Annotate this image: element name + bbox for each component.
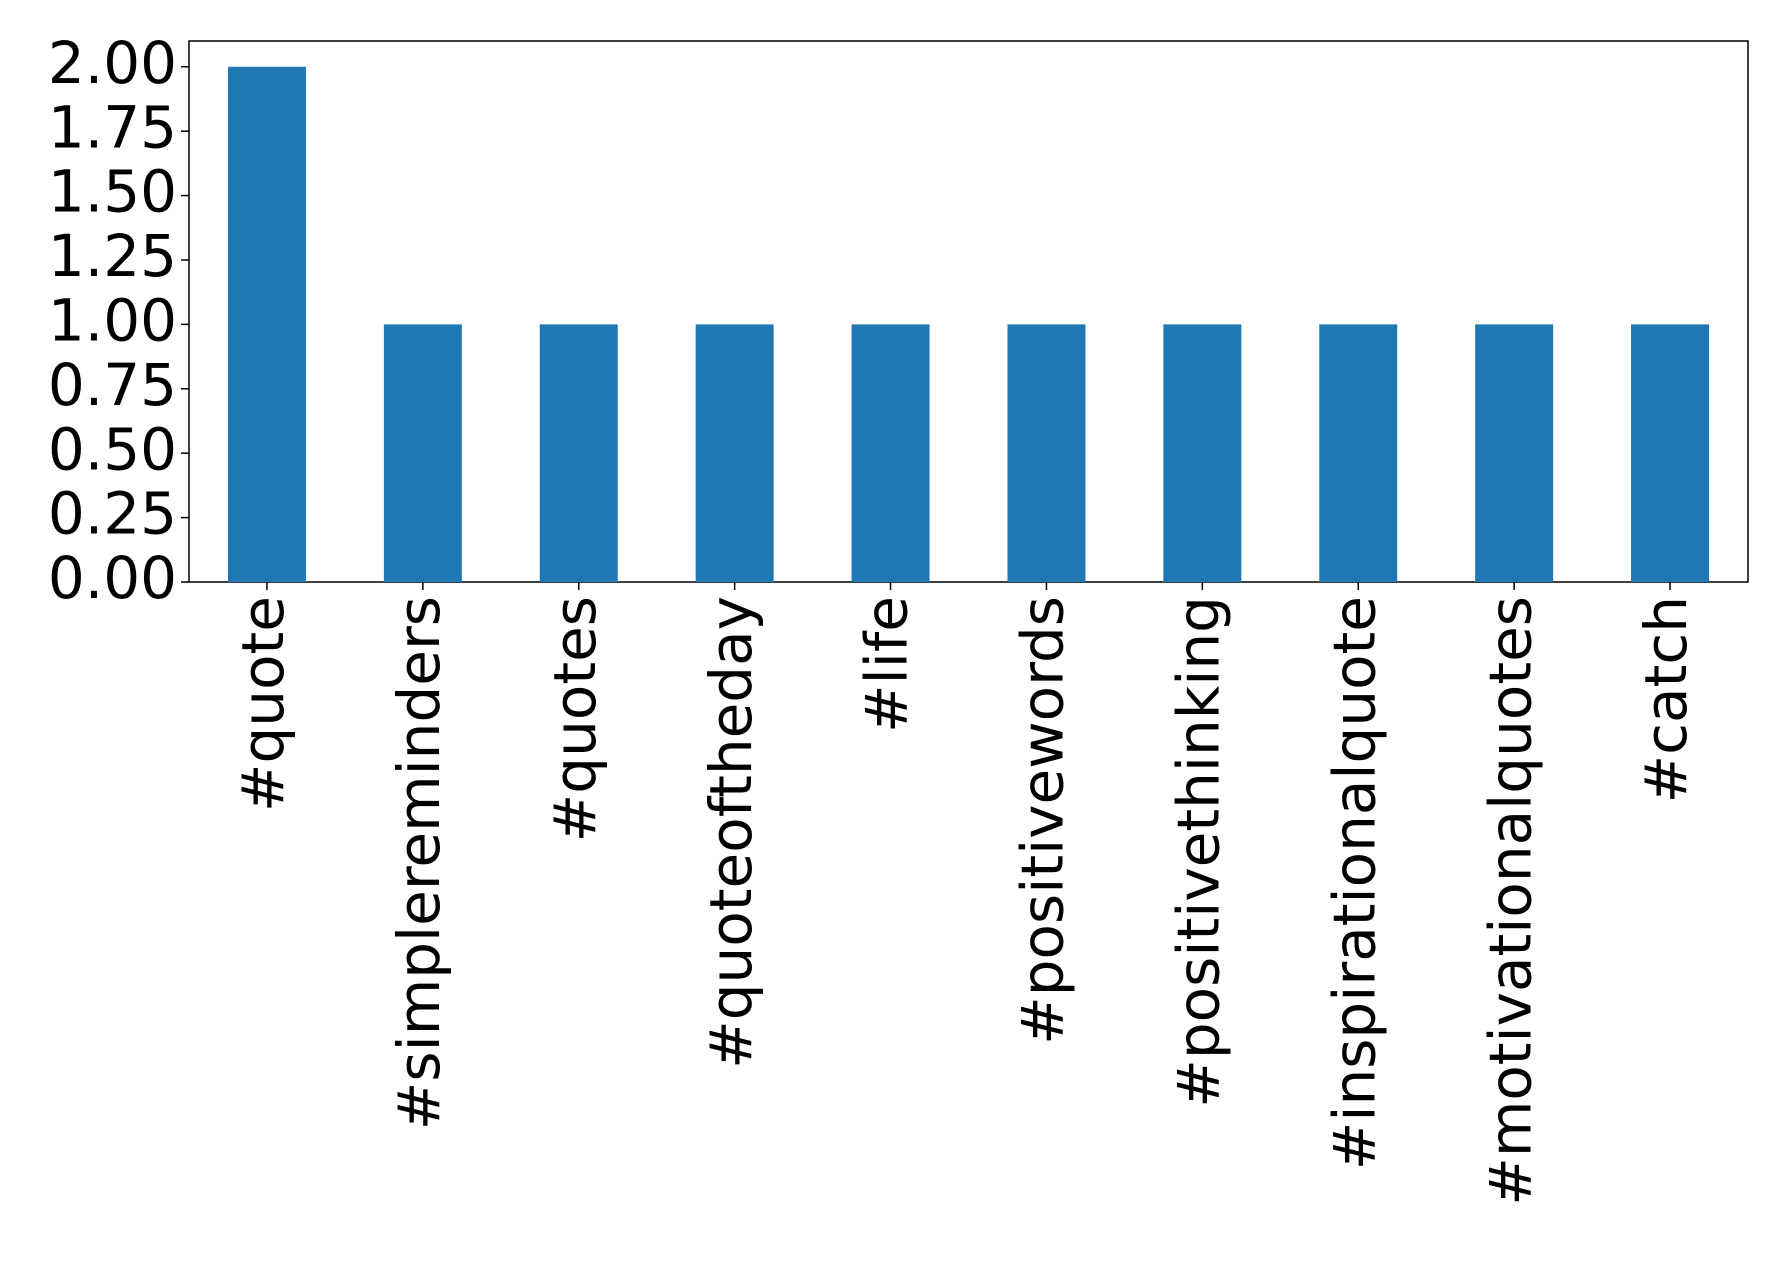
x-tick-label: #life [853,596,921,733]
x-tick-label: #quote [229,596,297,812]
x-tick-label: #positivewords [1009,596,1077,1045]
bar [851,324,930,582]
x-tick-label: #simplereminders [385,596,453,1130]
bar [1475,324,1554,582]
y-tick-label: 1.75 [48,93,177,161]
y-tick-label: 1.50 [48,158,177,226]
bar [1007,324,1086,582]
x-tick-label: #catch [1632,596,1700,803]
x-tick-label: #inspirationalquote [1320,596,1388,1170]
bar [383,324,462,582]
bar [1631,324,1710,582]
y-tick-label: 0.00 [48,544,177,612]
x-tick-label: #quotes [541,596,609,842]
bar [1163,324,1242,582]
y-tick-label: 1.00 [48,286,177,354]
y-tick-label: 0.50 [48,415,177,483]
bar [227,66,306,582]
x-tick-label: #positivethinking [1164,596,1232,1108]
x-tick-label: #motivationalquotes [1476,596,1544,1206]
bar [1319,324,1398,582]
bar [539,324,618,582]
y-tick-label: 0.75 [48,351,177,419]
y-tick-label: 2.00 [48,29,177,97]
x-tick-label: #quoteoftheday [697,596,765,1069]
y-tick-label: 1.25 [48,222,177,290]
bar [695,324,774,582]
y-tick-label: 0.25 [48,480,177,548]
plot-frame [188,40,1749,583]
